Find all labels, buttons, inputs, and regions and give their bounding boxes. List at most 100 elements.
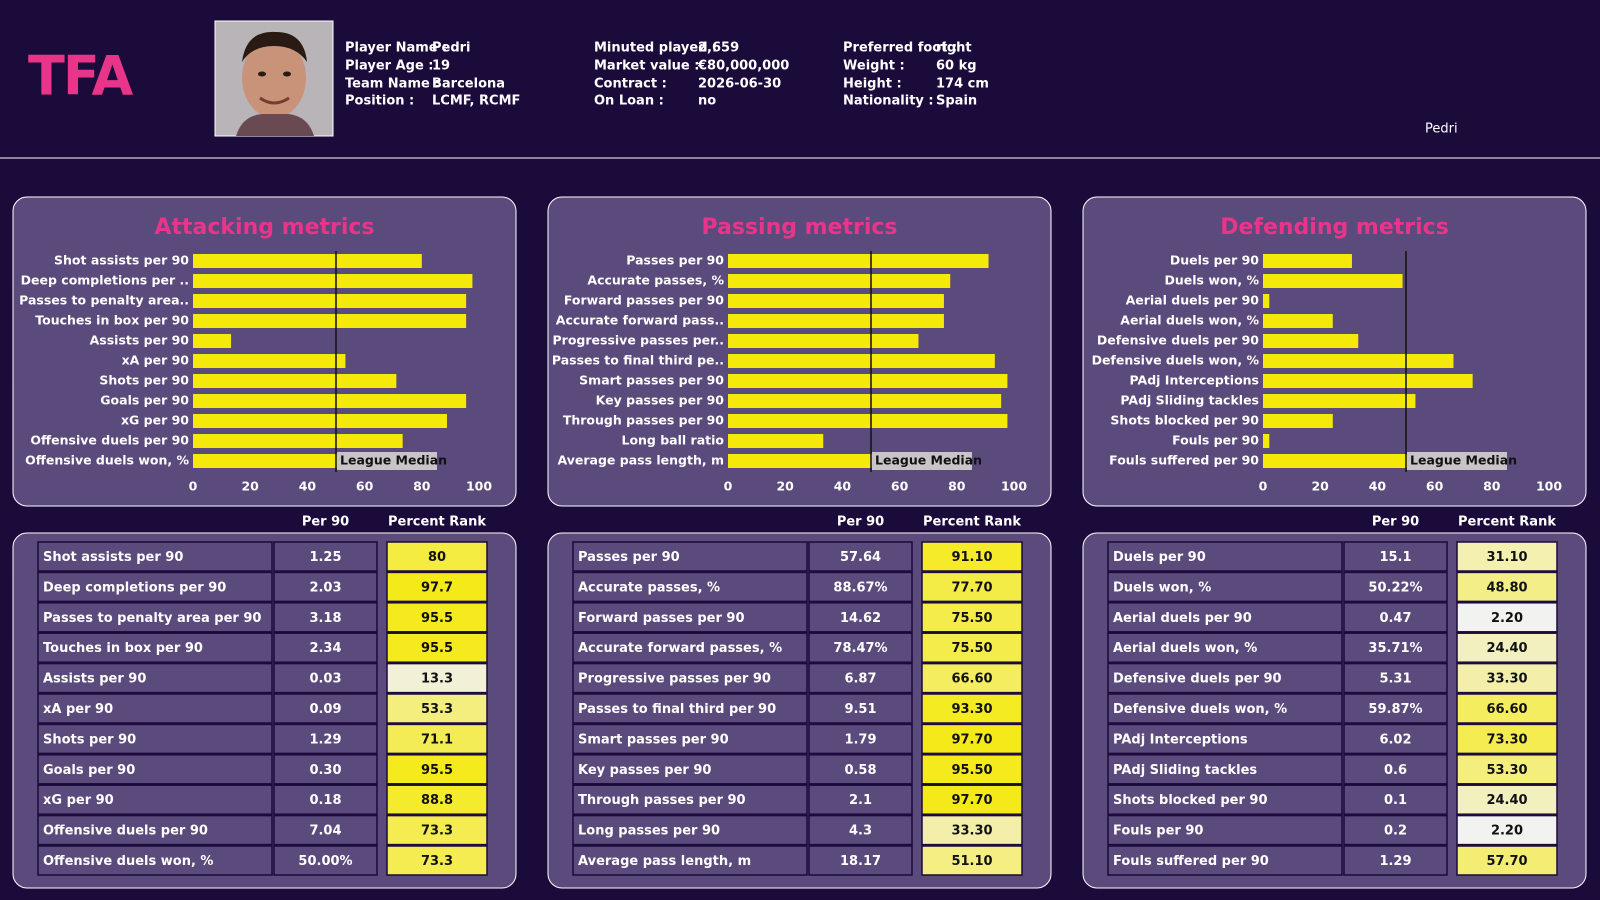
metric-name: Accurate forward passes, % [578,641,782,656]
info-label: Nationality : [843,94,934,109]
info-value: Pedri [432,41,471,56]
per90-value: 88.67% [833,580,887,595]
metric-name: PAdj Interceptions [1113,732,1248,747]
median-label: League Median [875,453,982,468]
table-cell [1107,814,1343,846]
percent-rank: 73.30 [1486,732,1527,747]
info-value: €80,000,000 [697,59,789,74]
table-cell [1456,754,1558,785]
table-cell [37,662,273,694]
info-label: Weight : [843,59,905,74]
table-cell [1456,632,1558,663]
info-value: LCMF, RCMF [432,94,520,109]
metric-name: xG per 90 [43,793,114,808]
info-label: Minuted played : [594,41,717,56]
per90-value: 50.22% [1368,580,1422,595]
per90-value: 9.51 [844,702,876,717]
category-label: Accurate forward pass.. [556,313,724,328]
percent-rank: 66.60 [951,672,992,687]
table-cell [386,814,488,846]
x-tick-label: 20 [241,479,259,494]
table-cell [921,845,1023,876]
table-cell [921,754,1023,785]
table-cell [1107,693,1343,724]
per90-value: 1.79 [844,732,876,747]
metric-name: Duels won, % [1113,580,1211,595]
category-label: PAdj Interceptions [1130,373,1259,388]
table-cell [1456,723,1558,755]
percent-rank: 97.70 [951,793,992,808]
percent-rank: 97.70 [951,732,992,747]
metric-name: Duels per 90 [1113,550,1206,565]
x-tick-label: 60 [891,479,909,494]
per90-value: 4.3 [849,824,872,839]
table-cell [808,784,913,815]
metric-name: Key passes per 90 [578,763,711,778]
table-cell [572,693,808,724]
bar [1263,334,1359,348]
category-label: PAdj Sliding tackles [1120,393,1259,408]
table-cell [37,784,273,815]
x-tick-label: 100 [1001,479,1027,494]
x-tick-label: 60 [1426,479,1444,494]
info-value: 60 kg [936,59,977,74]
category-label: Average pass length, m [558,453,724,468]
x-tick-label: 0 [724,479,733,494]
bar [1263,394,1416,408]
table-cell [386,693,488,724]
bar [728,374,1008,388]
percent-rank: 73.3 [421,854,453,869]
category-label: Fouls suffered per 90 [1109,453,1259,468]
category-label: Progressive passes per.. [553,333,724,348]
info-label: Player Age : [345,59,434,74]
metric-name: Smart passes per 90 [578,732,729,747]
table-cell [808,723,913,755]
bar [1263,354,1454,368]
category-label: Aerial duels won, % [1120,313,1259,328]
bar [728,454,875,468]
metric-name: Fouls per 90 [1113,824,1203,839]
category-label: Shots blocked per 90 [1110,413,1259,428]
table-cell [572,845,808,876]
per90-value: 0.09 [309,702,341,717]
table-cell [37,541,273,572]
percent-rank: 75.50 [951,611,992,626]
metric-name: Passes per 90 [578,550,680,565]
table-cell [1107,723,1343,755]
per90-value: 1.29 [309,732,341,747]
table-cell [808,814,913,846]
chart-title: Passing metrics [701,215,897,240]
table-cell [1456,602,1558,633]
table-cell [273,723,378,755]
metric-name: Offensive duels per 90 [43,824,208,839]
table-cell [273,754,378,785]
table-cell [1343,845,1448,876]
x-tick-label: 100 [1536,479,1562,494]
table-cell [1343,571,1448,603]
table-cell [386,784,488,815]
metric-name: Progressive passes per 90 [578,672,771,687]
percent-rank: 33.30 [951,824,992,839]
bar [193,374,397,388]
per90-value: 78.47% [833,641,887,656]
percent-rank: 31.10 [1486,550,1527,565]
bar [1263,314,1333,328]
per90-value: 7.04 [309,824,341,839]
per90-value: 1.25 [309,550,341,565]
table-cell [386,754,488,785]
percent-rank: 33.30 [1486,672,1527,687]
x-tick-label: 80 [413,479,431,494]
x-tick-label: 0 [1259,479,1268,494]
table-cell [921,723,1023,755]
bar [193,294,467,308]
bar [193,334,232,348]
table-cell [386,602,488,633]
info-value: 2026-06-30 [698,77,781,92]
table-cell [1456,693,1558,724]
table-cell [1107,602,1343,633]
percent-rank: 75.50 [951,641,992,656]
metric-name: Shots blocked per 90 [1113,793,1268,808]
table-cell [1343,662,1448,694]
percent-rank: 93.30 [951,702,992,717]
table-header: Per 90 [837,515,884,530]
